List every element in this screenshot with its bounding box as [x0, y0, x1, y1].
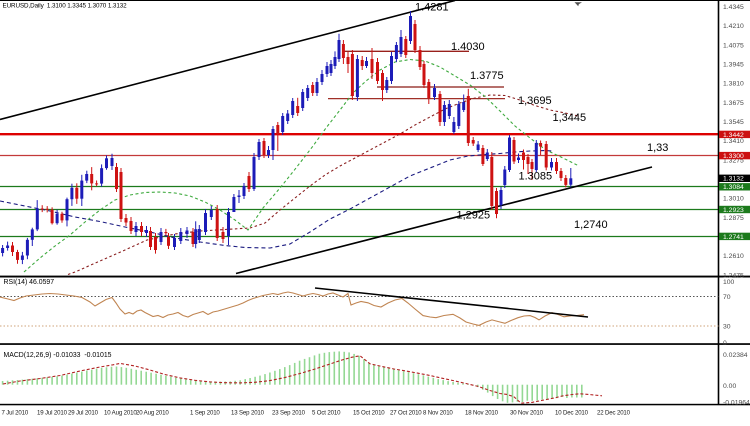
- svg-text:1.2741: 1.2741: [723, 234, 744, 241]
- svg-text:1.3675: 1.3675: [723, 100, 744, 107]
- svg-text:1.2923: 1.2923: [723, 207, 744, 214]
- svg-text:10 Dec 2010: 10 Dec 2010: [555, 410, 589, 417]
- svg-text:30 Nov 2010: 30 Nov 2010: [510, 410, 544, 417]
- svg-text:-0.01964: -0.01964: [723, 399, 750, 406]
- svg-text:1.2875: 1.2875: [723, 215, 744, 222]
- svg-text:19 Jul 2010: 19 Jul 2010: [37, 410, 68, 417]
- svg-text:1.3275: 1.3275: [723, 157, 744, 164]
- svg-text:0.02384: 0.02384: [723, 352, 748, 359]
- svg-text:1.3085: 1.3085: [519, 170, 553, 182]
- svg-text:20 Aug 2010: 20 Aug 2010: [136, 410, 169, 417]
- svg-text:1.4030: 1.4030: [451, 41, 485, 53]
- svg-text:27 Oct 2010: 27 Oct 2010: [390, 410, 422, 417]
- svg-text:RSI(14) 46.0597: RSI(14) 46.0597: [4, 279, 55, 286]
- svg-text:1,2740: 1,2740: [574, 219, 608, 231]
- svg-text:1,3445: 1,3445: [553, 112, 587, 124]
- svg-text:MACD(12,26,9) -0.01033 -0.010: MACD(12,26,9) -0.01033 -0.01015: [4, 352, 112, 359]
- svg-text:0: 0: [723, 340, 727, 347]
- svg-text:1.3084: 1.3084: [723, 184, 744, 191]
- svg-text:1.3945: 1.3945: [723, 62, 744, 69]
- svg-text:EURUSD,Daily 1.3100 1.3345 1.: EURUSD,Daily 1.3100 1.3345 1.3070 1.3132: [3, 3, 128, 10]
- svg-text:8 Nov 2010: 8 Nov 2010: [423, 410, 453, 417]
- svg-text:1.3810: 1.3810: [723, 81, 744, 88]
- svg-text:15 Oct 2010: 15 Oct 2010: [353, 410, 385, 417]
- svg-text:1.4075: 1.4075: [723, 42, 744, 49]
- svg-text:1.4210: 1.4210: [723, 23, 744, 30]
- svg-text:1.2475: 1.2475: [723, 272, 744, 279]
- svg-text:30: 30: [723, 323, 731, 330]
- svg-text:18 Nov 2010: 18 Nov 2010: [465, 410, 499, 417]
- svg-text:1.2610: 1.2610: [723, 253, 744, 260]
- svg-text:10 Aug 2010: 10 Aug 2010: [104, 410, 137, 417]
- svg-text:1.4345: 1.4345: [723, 4, 744, 11]
- svg-text:1,2925: 1,2925: [457, 210, 491, 222]
- svg-text:29 Jul 2010: 29 Jul 2010: [68, 410, 99, 417]
- svg-text:70: 70: [723, 294, 731, 301]
- svg-text:1.3545: 1.3545: [723, 119, 744, 126]
- svg-text:1.4281: 1.4281: [415, 2, 449, 14]
- svg-text:1.3300: 1.3300: [723, 153, 744, 160]
- svg-text:1.3410: 1.3410: [723, 138, 744, 145]
- svg-text:100: 100: [723, 279, 735, 286]
- svg-text:0.00: 0.00: [723, 383, 736, 390]
- svg-text:1.3010: 1.3010: [723, 196, 744, 203]
- svg-text:1.3132: 1.3132: [723, 176, 744, 183]
- svg-text:5 Oct 2010: 5 Oct 2010: [312, 410, 341, 417]
- svg-text:1,3695: 1,3695: [518, 95, 552, 107]
- svg-text:22 Dec 2010: 22 Dec 2010: [597, 410, 631, 417]
- svg-text:1 Sep 2010: 1 Sep 2010: [190, 410, 220, 417]
- svg-text:1.3775: 1.3775: [470, 70, 504, 82]
- svg-text:13 Sep 2010: 13 Sep 2010: [231, 410, 265, 417]
- svg-text:1,33: 1,33: [647, 142, 668, 154]
- svg-text:1.3442: 1.3442: [723, 132, 744, 139]
- svg-text:7 Jul 2010: 7 Jul 2010: [2, 410, 29, 417]
- svg-text:23 Sep 2010: 23 Sep 2010: [272, 410, 306, 417]
